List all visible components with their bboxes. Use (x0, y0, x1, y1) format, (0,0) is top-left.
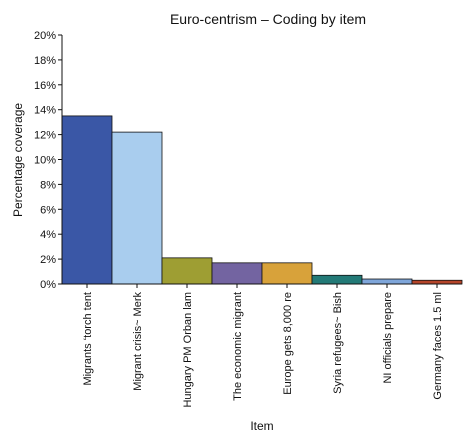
y-tick-label: 18% (34, 55, 56, 67)
bar (211, 262, 263, 285)
y-axis-ticks: 0% 2% 4% 6% 8% 10% 12% 14% 16% 18% 20% (34, 30, 62, 291)
bar (361, 278, 413, 285)
x-axis-label: Item (250, 419, 273, 433)
x-tick-label: NI officials prepare (382, 292, 394, 384)
x-tick-label: The economic migrant (232, 292, 244, 401)
y-tick-label: 14% (34, 105, 56, 117)
y-tick-label: 12% (34, 130, 56, 142)
bar (111, 131, 163, 285)
y-tick-label: 4% (40, 229, 56, 241)
bar (61, 115, 113, 285)
bars (61, 115, 463, 285)
x-tick-label: Hungary PM Orban lam (182, 292, 194, 408)
y-tick-label: 10% (34, 155, 56, 167)
x-axis-labels: Migrants ‘torch tent Migrant crisis~ Merk… (82, 284, 444, 408)
x-tick-label: Migrants ‘torch tent (82, 292, 94, 386)
bar (411, 279, 463, 285)
chart-title: Euro-centrism – Coding by item (170, 11, 366, 27)
bar (261, 262, 313, 285)
y-tick-label: 0% (40, 279, 56, 291)
bar (161, 257, 213, 285)
bar (311, 274, 363, 285)
x-tick-label: Syria refugees~ Bish (332, 292, 344, 394)
y-tick-label: 20% (34, 30, 56, 42)
x-tick-label: Migrant crisis~ Merk (132, 292, 144, 391)
x-tick-label: Europe gets 8,000 re (282, 292, 294, 395)
y-tick-label: 2% (40, 254, 56, 266)
y-tick-label: 6% (40, 204, 56, 216)
x-tick-label: Germany faces 1.5 ml (432, 292, 444, 400)
y-axis-label: Percentage coverage (11, 103, 25, 217)
y-tick-label: 8% (40, 179, 56, 191)
y-tick-label: 16% (34, 80, 56, 92)
